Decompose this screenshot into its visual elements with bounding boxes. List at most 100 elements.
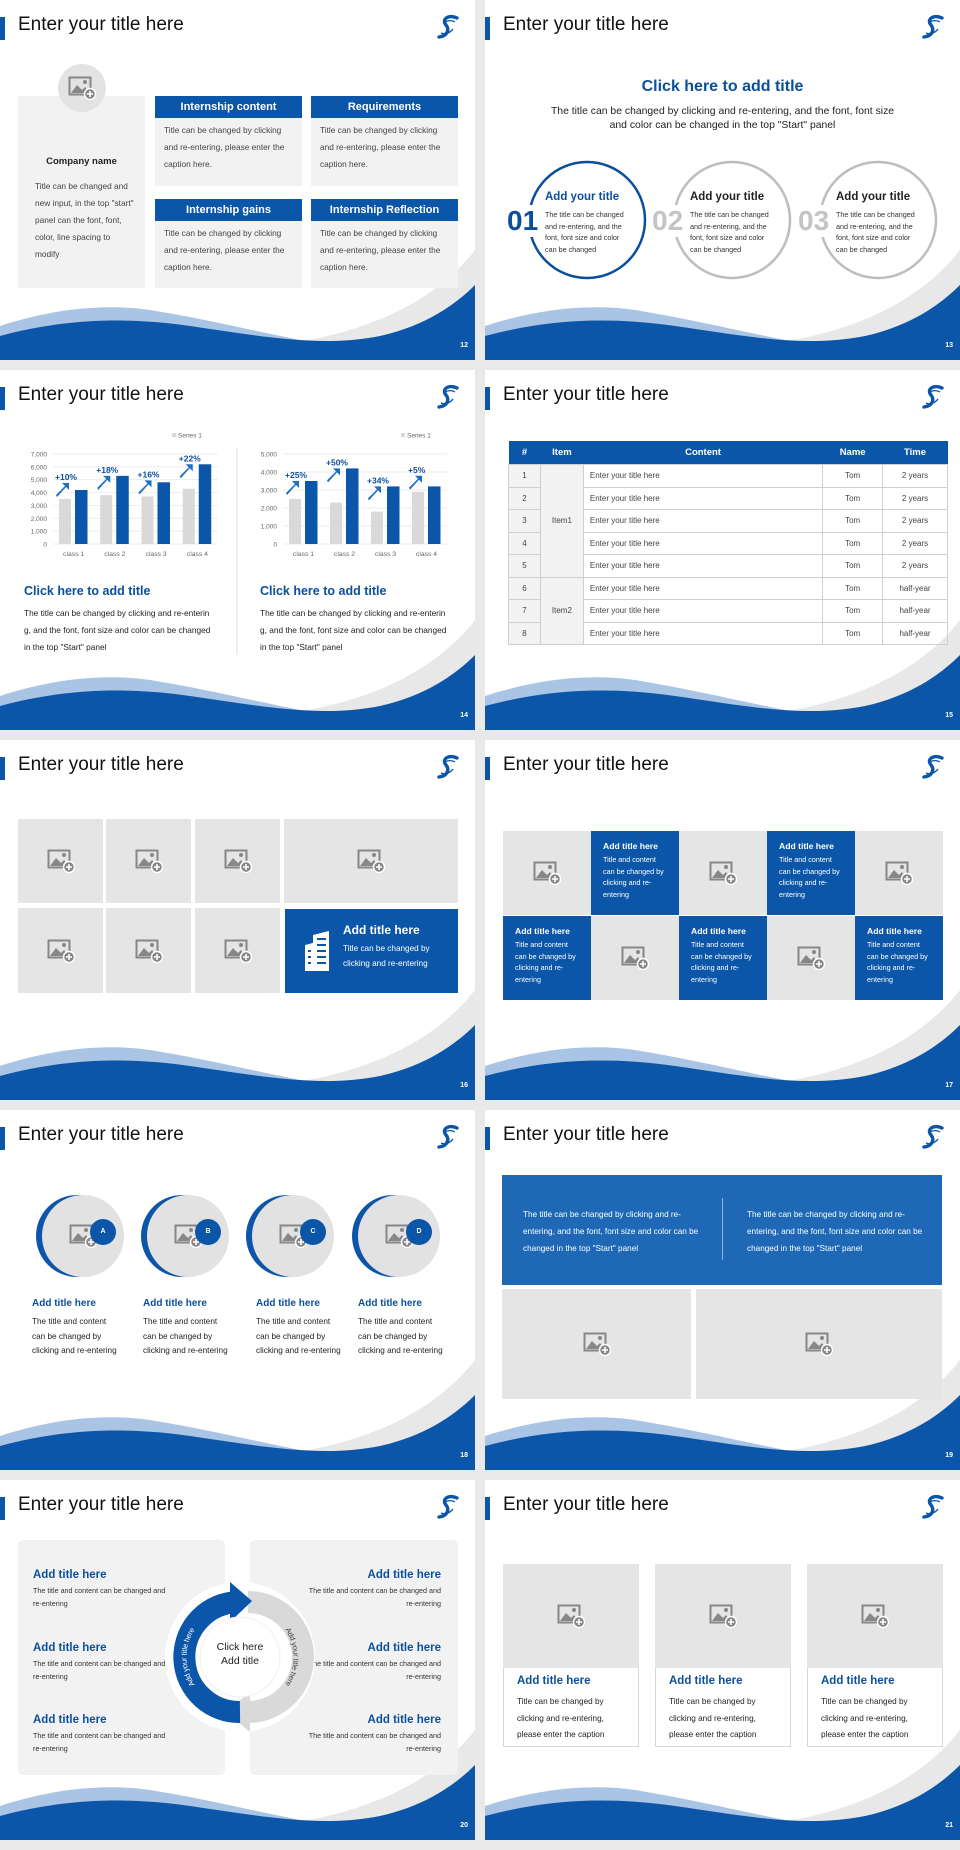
- bottom-wave-decoration: [485, 370, 960, 730]
- image-placeholder[interactable]: [591, 916, 679, 1000]
- image-placeholder[interactable]: [696, 1289, 942, 1399]
- slide-title[interactable]: Enter your title here: [18, 754, 184, 775]
- photo-card[interactable]: Add title here Title can be changed by cl…: [503, 1564, 639, 1747]
- image-add-icon: [861, 1604, 889, 1628]
- item-title[interactable]: Add title here: [32, 1298, 96, 1309]
- center-title[interactable]: Click here Add title: [216, 1641, 264, 1667]
- photo-card[interactable]: Add title here Title can be changed by cl…: [807, 1564, 943, 1747]
- item-body: The title and content can be changed and…: [308, 1731, 441, 1753]
- slide-16[interactable]: Enter your title here 16 Add title here Tit…: [0, 740, 475, 1100]
- item-title[interactable]: Add title here: [367, 1569, 441, 1581]
- slide-19[interactable]: Enter your title here 19 The title can be …: [485, 1110, 960, 1470]
- title-accent-bar: [0, 387, 5, 410]
- row-number: 4: [508, 531, 541, 555]
- image-placeholder[interactable]: [807, 1564, 943, 1668]
- growth-label: +16%: [138, 469, 160, 479]
- y-tick-label: 3,000: [261, 488, 278, 495]
- image-add-icon: [47, 849, 75, 873]
- column-header[interactable]: #: [508, 441, 541, 465]
- column-header[interactable]: Time: [882, 441, 948, 465]
- table-row[interactable]: 7 Enter your title here Tom half-year: [508, 599, 948, 623]
- slide-12[interactable]: Enter your title here 12 Company name Title…: [0, 0, 475, 360]
- slide-title[interactable]: Enter your title here: [503, 1124, 669, 1145]
- item-title[interactable]: Add title here: [143, 1298, 207, 1309]
- slide-title[interactable]: Enter your title here: [503, 1494, 669, 1515]
- tile-body: Title and content can be changed by clic…: [691, 940, 752, 984]
- image-add-icon: [69, 1224, 97, 1248]
- panel-title[interactable]: Click here to add title: [24, 584, 151, 598]
- image-placeholder[interactable]: [502, 1289, 691, 1399]
- column-header[interactable]: Content: [583, 441, 823, 465]
- table-row[interactable]: 2 Enter your title here Tom 2 years: [508, 486, 948, 510]
- slide-18[interactable]: Enter your title here 18 A Add title here Th…: [0, 1110, 475, 1470]
- photo-card[interactable]: Add title here Title can be changed by cl…: [655, 1564, 791, 1747]
- growth-arrow-icon: [409, 475, 422, 490]
- panel-title[interactable]: Click here to add title: [260, 584, 387, 598]
- item-body: The title and content can be changed by …: [32, 1317, 117, 1355]
- table-row[interactable]: 6 Item2 Enter your title here Tom half-year: [508, 576, 948, 645]
- column-header[interactable]: Item: [540, 441, 584, 465]
- growth-arrow-icon: [327, 468, 340, 483]
- item-title[interactable]: Add title here: [358, 1298, 422, 1309]
- slide-title[interactable]: Enter your title here: [18, 384, 184, 405]
- company-image-placeholder[interactable]: [58, 64, 106, 112]
- text-tile[interactable]: Add title here Title and content can be c…: [855, 916, 943, 1000]
- card-body: Title can be changed by clicking and re-…: [155, 118, 302, 186]
- legend-swatch: [401, 433, 405, 437]
- growth-label: +34%: [367, 475, 389, 485]
- slide-title[interactable]: Enter your title here: [503, 754, 669, 775]
- image-placeholder[interactable]: [855, 831, 943, 915]
- growth-arrow-icon: [368, 486, 381, 501]
- row-number: 2: [508, 486, 541, 510]
- image-placeholder[interactable]: [106, 819, 191, 903]
- image-placeholder[interactable]: [106, 908, 191, 993]
- row-number: 3: [508, 509, 541, 533]
- image-placeholder[interactable]: [679, 831, 767, 915]
- item-title[interactable]: Add title here: [33, 1642, 107, 1654]
- slide-title[interactable]: Enter your title here: [18, 14, 184, 35]
- image-placeholder[interactable]: [18, 819, 103, 903]
- item-title[interactable]: Add title here: [33, 1714, 107, 1726]
- image-placeholder[interactable]: [69, 1224, 97, 1248]
- item-title[interactable]: Add title here: [256, 1298, 320, 1309]
- y-tick-label: 6,000: [31, 464, 48, 471]
- image-placeholder[interactable]: [284, 819, 458, 903]
- slide-21[interactable]: Enter your title here 21 Add title here Tit…: [485, 1480, 960, 1840]
- slide-title[interactable]: Enter your title here: [18, 1124, 184, 1145]
- item-title[interactable]: Add title here: [367, 1714, 441, 1726]
- column-header[interactable]: Name: [822, 441, 883, 465]
- bar-series-2: [116, 475, 129, 544]
- growth-arrow-icon: [286, 481, 299, 495]
- image-placeholder[interactable]: [195, 819, 280, 903]
- growth-label: +10%: [55, 472, 77, 482]
- bottom-wave-decoration: [0, 1110, 475, 1470]
- table-row[interactable]: 1 Item1 Enter your title here Tom 2 years: [508, 464, 948, 578]
- image-placeholder[interactable]: [18, 908, 103, 993]
- slide-20[interactable]: Enter your title here 20 Add title here The…: [0, 1480, 475, 1840]
- slide-title[interactable]: Enter your title here: [18, 1494, 184, 1515]
- page-number: 17: [945, 1082, 953, 1089]
- text-tile[interactable]: Add title here Title and content can be c…: [767, 831, 855, 915]
- text-tile[interactable]: Add title here Title and content can be c…: [679, 916, 767, 1000]
- bottom-wave-decoration: [485, 1110, 960, 1470]
- image-placeholder[interactable]: [503, 831, 591, 915]
- table-row[interactable]: 5 Enter your title here Tom 2 years: [508, 554, 948, 578]
- card-title: Add title here: [821, 1675, 895, 1687]
- item-title[interactable]: Add title here: [33, 1569, 107, 1581]
- text-tile[interactable]: Add title here Title and content can be c…: [503, 916, 591, 1000]
- table-row[interactable]: 8 Enter your title here Tom half-year: [508, 621, 948, 645]
- slide-14[interactable]: Enter your title here 14 0 1,000 2,000 3,000 4…: [0, 370, 475, 730]
- highlight-panel[interactable]: Add title here Title can be changed by cl…: [285, 909, 458, 993]
- image-placeholder[interactable]: [195, 908, 280, 993]
- slide-15[interactable]: Enter your title here 15 # Item Content Name T…: [485, 370, 960, 730]
- logo-icon: [436, 1124, 460, 1152]
- image-placeholder[interactable]: [767, 916, 855, 1000]
- text-tile[interactable]: Add title here Title and content can be c…: [591, 831, 679, 915]
- slide-17[interactable]: Enter your title here 17 Add title here Tit…: [485, 740, 960, 1100]
- image-placeholder[interactable]: [655, 1564, 791, 1668]
- item-title[interactable]: Add title here: [367, 1642, 441, 1654]
- image-placeholder[interactable]: [503, 1564, 639, 1668]
- slide-13[interactable]: Enter your title here 13 Click here to add…: [485, 0, 960, 360]
- slide-title[interactable]: Enter your title here: [503, 384, 669, 405]
- slide-title[interactable]: Enter your title here: [503, 14, 669, 35]
